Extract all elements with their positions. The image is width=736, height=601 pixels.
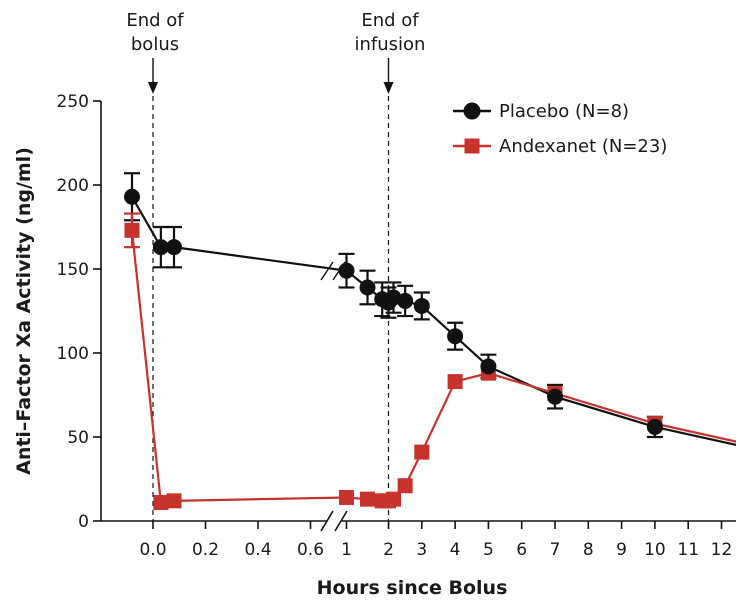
x-tick-label: 2	[383, 540, 394, 560]
x-tick-label: 12	[711, 540, 733, 560]
legend: Placebo (N=8) Andexanet (N=23)	[453, 101, 667, 157]
x-tick-label: 0.6	[297, 540, 324, 560]
andexanet-point	[447, 374, 463, 390]
andexanet-point	[385, 491, 401, 507]
end-of-bolus-label: End of bolus	[126, 10, 184, 55]
x-tick-label: 8	[583, 540, 594, 560]
placebo-markers	[124, 188, 663, 435]
placebo-point	[338, 262, 355, 279]
andexanet-point	[124, 222, 140, 238]
legend-marker	[463, 102, 481, 120]
andexanet-point	[166, 493, 182, 509]
andexanet-markers	[124, 222, 663, 511]
end-of-infusion-label-line: infusion	[355, 34, 426, 55]
end-of-infusion-label-line: End of	[361, 10, 419, 31]
y-axis-title: Anti–Factor Xa Activity (ng/ml)	[13, 147, 35, 475]
andexanet-point	[414, 444, 430, 460]
x-tick-label: 10	[644, 540, 666, 560]
andexanet-series	[124, 212, 736, 504]
end-of-infusion-label: End of infusion	[355, 10, 426, 55]
placebo-point	[397, 292, 414, 309]
x-tick-label: 0.2	[192, 540, 219, 560]
andexanet-point	[153, 495, 169, 511]
end-of-bolus-label-line: End of	[126, 10, 184, 31]
y-tick-label: 50	[67, 428, 89, 448]
x-tick-label: 9	[616, 540, 627, 560]
x-axis-break-mark	[320, 510, 348, 532]
y-tick-label: 250	[57, 92, 89, 112]
y-tick-label: 200	[57, 176, 89, 196]
placebo-point	[413, 297, 430, 314]
andexanet-point	[360, 491, 375, 507]
placebo-point	[124, 188, 140, 205]
series-layer	[124, 172, 736, 511]
legend-item-placebo: Placebo (N=8)	[453, 101, 629, 122]
placebo-series	[124, 172, 736, 447]
x-tick-label: 7	[550, 540, 561, 560]
x-tick-label: 6	[516, 540, 527, 560]
placebo-point	[166, 239, 182, 256]
placebo-point	[447, 328, 464, 345]
x-tick-label: 0.0	[139, 540, 166, 560]
placebo-point	[359, 279, 376, 296]
end-of-bolus-arrow-icon	[148, 82, 158, 94]
legend-label: Andexanet (N=23)	[499, 136, 667, 157]
andexanet-line	[130, 230, 736, 504]
annotations: End of bolus End of infusion	[126, 10, 425, 521]
placebo-line	[131, 196, 736, 447]
x-tick-label: 4	[450, 540, 461, 560]
placebo-point	[480, 358, 497, 375]
y-tick-label: 100	[57, 344, 89, 364]
end-of-infusion-arrow-icon	[383, 82, 394, 94]
placebo-point	[547, 388, 563, 405]
andexanet-point	[339, 489, 354, 505]
y-tick-label: 150	[57, 260, 89, 280]
andexanet-point	[397, 478, 413, 494]
x-tick-label: 11	[677, 540, 699, 560]
end-of-bolus-label-line: bolus	[131, 34, 179, 55]
x-tick-label: 0.4	[244, 540, 271, 560]
legend-marker	[464, 138, 480, 154]
placebo-point	[152, 239, 169, 256]
legend-item-andexanet: Andexanet (N=23)	[453, 136, 667, 157]
placebo-point	[646, 418, 663, 435]
x-tick-label: 3	[416, 540, 427, 560]
y-tick-label: 0	[78, 512, 89, 532]
x-axis-title: Hours since Bolus	[317, 577, 508, 599]
legend-label: Placebo (N=8)	[499, 101, 629, 122]
x-tick-label: 1	[341, 540, 352, 560]
x-tick-label: 5	[483, 540, 494, 560]
